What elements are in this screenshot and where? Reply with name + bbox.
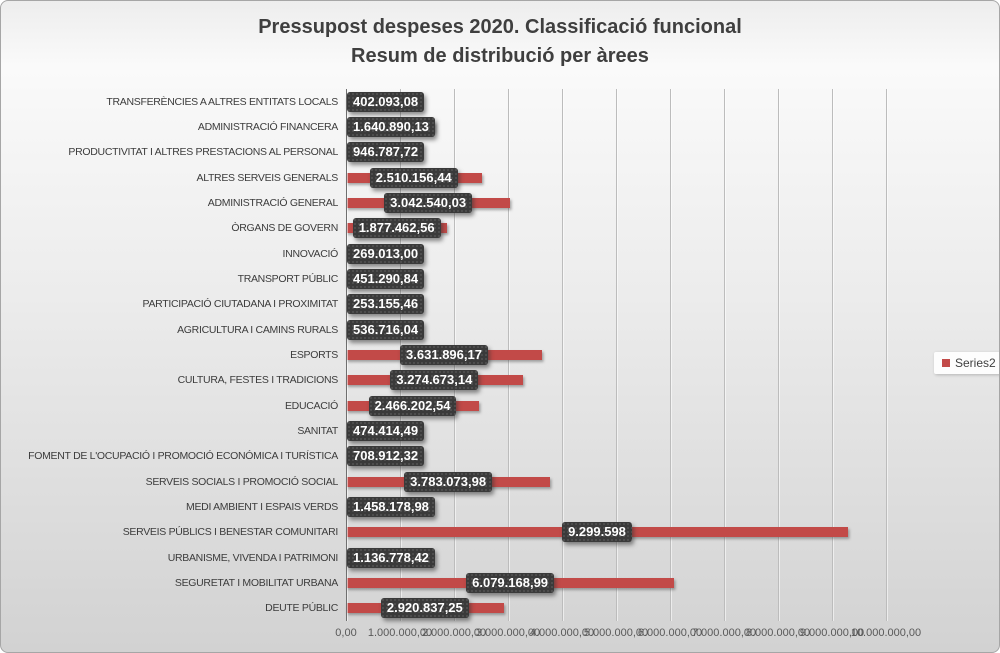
x-axis-tick-label: 8.000.000,00 (745, 627, 811, 639)
gridline (616, 89, 617, 621)
value-label: 6.079.168,99 (466, 573, 555, 593)
gridline (778, 89, 779, 621)
value-label: 536.716,04 (347, 319, 425, 340)
chart-title: Pressupost despeses 2020. Classificació … (258, 16, 742, 38)
value-label: 946.787,72 (347, 142, 425, 163)
category-label: TRANSPORT PÚBLIC (237, 273, 339, 285)
category-label: ÒRGANS DE GOVERN (231, 222, 338, 235)
legend-series-marker-icon (942, 359, 950, 367)
y-axis-line (346, 89, 347, 621)
category-label: PRODUCTIVITAT I ALTRES PRESTACIONS AL PE… (68, 146, 338, 159)
category-label: EDUCACIÓ (284, 399, 338, 412)
value-label: 1.877.462,56 (352, 218, 441, 239)
category-label: DEUTE PÚBLIC (265, 602, 338, 615)
x-axis-tick-label: 1.000.000,00 (367, 627, 433, 639)
chart-title-block: Pressupost despeses 2020. Classificació … (1, 13, 999, 71)
chart-subtitle: Resum de distribució per àrees (351, 45, 649, 67)
value-label: 402.093,08 (347, 91, 425, 112)
x-axis-tick-label: 4.000.000,00 (529, 627, 595, 639)
value-label: 708.912,32 (347, 446, 425, 467)
gridline (562, 89, 563, 621)
value-label: 2.466.202,54 (368, 395, 457, 416)
x-axis-tick-label: 10.000.000,00 (850, 627, 922, 639)
gridline (832, 89, 833, 621)
value-label: 3.783.073,98 (404, 471, 493, 492)
value-label: 1.640.890,13 (347, 117, 435, 137)
value-label: 474.414,49 (347, 421, 425, 441)
value-label: 1.136.778,42 (347, 547, 435, 568)
x-axis-tick-label: 5.000.000,00 (583, 627, 649, 639)
category-label: AGRICULTURA I CAMINS RURALS (177, 323, 338, 336)
category-label: SEGURETAT I MOBILITAT URBANA (174, 577, 338, 589)
x-axis-tick-label: 6.000.000,00 (637, 627, 703, 639)
category-label: MEDI AMBIENT I ESPAIS VERDS (186, 501, 338, 513)
gridline (724, 89, 725, 621)
value-label: 1.458.178,98 (347, 497, 435, 517)
value-label: 9.299.598 (562, 522, 632, 543)
category-label: ALTRES SERVEIS GENERALS (196, 171, 338, 184)
x-axis-tick-label: 0,00 (335, 627, 357, 639)
category-label: URBANISME, VIVENDA I PATRIMONI (167, 551, 339, 564)
category-label: TRANSFERÈNCIES A ALTRES ENTITATS LOCALS (106, 95, 338, 108)
category-label: ADMINISTRACIÓ FINANCERA (197, 121, 338, 133)
legend[interactable]: Series2 (934, 352, 999, 374)
category-label: SERVEIS SOCIALS I PROMOCIÓ SOCIAL (145, 475, 339, 488)
x-axis-tick-label: 7.000.000,00 (691, 627, 757, 639)
value-label: 2.510.156,44 (369, 167, 458, 188)
gridline (886, 89, 887, 621)
category-label: FOMENT DE L'OCUPACIÓ I PROMOCIÓ ECONÓMIC… (28, 450, 338, 463)
category-label: SANITAT (297, 425, 338, 437)
category-label: SERVEIS PÚBLICS I BENESTAR COMUNITARI (122, 526, 339, 539)
value-label: 2.920.837,25 (380, 598, 469, 619)
category-label: INNOVACIÓ (282, 247, 339, 260)
value-label: 3.042.540,03 (384, 193, 473, 213)
value-label: 451.290,84 (347, 269, 425, 289)
value-label: 3.631.896,17 (400, 345, 488, 365)
value-label: 3.274.673,14 (390, 370, 479, 391)
category-axis: TRANSFERÈNCIES A ALTRES ENTITATS LOCALS A… (1, 1, 338, 652)
x-axis-tick-label: 9.000.000,00 (799, 627, 865, 639)
gridline (670, 89, 671, 621)
x-axis-tick-label: 2.000.000,00 (421, 627, 487, 639)
category-label: ADMINISTRACIÓ GENERAL (207, 197, 339, 209)
value-label: 269.013,00 (347, 243, 425, 264)
plot-area: 402.093,08 1.640.890,13 946.787,72 2.510.15… (346, 89, 887, 621)
legend-label: Series2 (955, 356, 996, 370)
x-axis-tick-label: 3.000.000,00 (475, 627, 541, 639)
category-label: ESPORTS (290, 349, 338, 361)
category-label: CULTURA, FESTES I TRADICIONS (177, 374, 339, 387)
value-label: 253.155,46 (347, 294, 425, 315)
category-label: PARTICIPACIÓ CIUTADANA I PROXIMITAT (142, 298, 339, 311)
